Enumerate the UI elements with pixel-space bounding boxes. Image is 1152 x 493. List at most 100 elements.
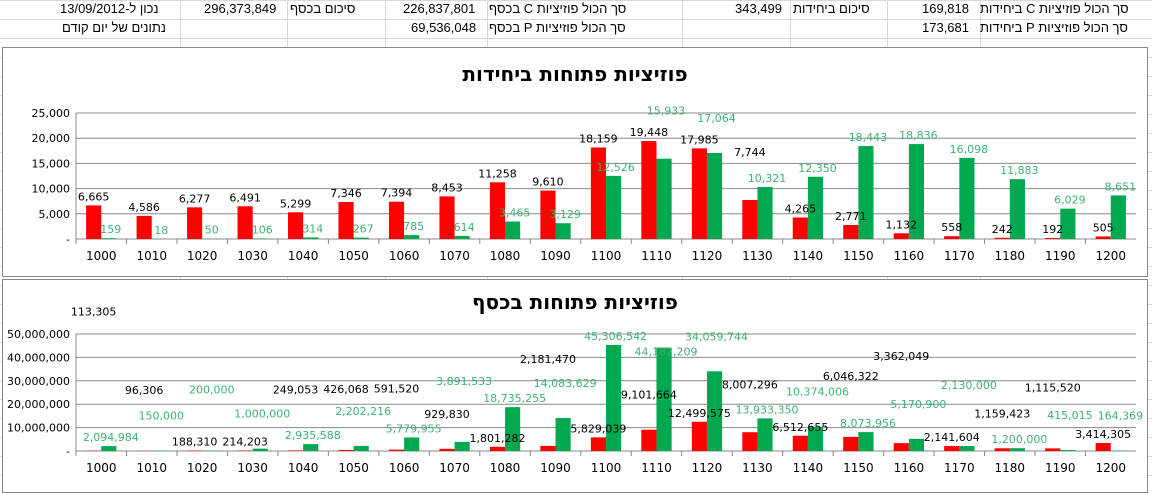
data-label-green: 106 (252, 223, 273, 236)
data-label-red: 2,141,604 (924, 431, 980, 444)
data-label-red: 8,007,296 (722, 378, 778, 391)
bar-red (86, 205, 101, 239)
data-label-red: 7,394 (381, 187, 413, 200)
bar-red (238, 206, 253, 239)
data-label-red: 3,414,305 (1075, 428, 1131, 441)
x-tick-label: 1040 (288, 461, 319, 475)
data-label-red: 96,306 (125, 384, 164, 397)
data-label-red: 7,346 (330, 187, 362, 200)
bar-green (455, 236, 470, 239)
data-label-green: 6,029 (1054, 194, 1086, 207)
x-tick-label: 1140 (793, 461, 824, 475)
units-total: 343,499 (735, 0, 782, 18)
x-tick-label: 1010 (136, 461, 167, 475)
x-tick-label: 1060 (389, 461, 420, 475)
x-tick-label: 1050 (338, 461, 369, 475)
bar-red (995, 448, 1010, 451)
data-label-green: 8,073,956 (840, 417, 896, 430)
x-tick-label: 1120 (692, 249, 723, 263)
data-label-red: 19,448 (630, 126, 669, 139)
bar-green (959, 446, 974, 451)
data-label-red: 1,801,282 (469, 432, 525, 445)
x-tick-label: 1180 (995, 249, 1026, 263)
data-label-red: 591,520 (374, 383, 420, 396)
data-label-red: 249,053 (273, 383, 319, 396)
bar-red (995, 238, 1010, 239)
data-label-red: 18,159 (579, 132, 618, 145)
x-tick-label: 1100 (591, 249, 622, 263)
bar-red (288, 212, 303, 239)
prev-day-label: נתונים של יום קודם (62, 19, 166, 37)
c-money: 226,837,801 (403, 0, 475, 18)
y-tick-label: 25,000 (32, 107, 71, 120)
bar-green (404, 235, 419, 239)
bar-green (354, 446, 369, 451)
x-tick-label: 1160 (894, 249, 925, 263)
money-chart-plot: -10,000,00020,000,00030,000,00040,000,00… (3, 280, 1147, 492)
money-total-label: סיכום בכסף (290, 0, 355, 18)
data-label-green: 314 (302, 222, 323, 235)
y-tick-label: 50,000,000 (7, 328, 70, 341)
x-tick-label: 1060 (389, 249, 420, 263)
bar-green (101, 446, 116, 451)
data-label-red: 214,203 (222, 435, 268, 448)
x-tick-label: 1000 (86, 249, 117, 263)
y-tick-label: 20,000,000 (7, 398, 70, 411)
bar-green (455, 442, 470, 451)
bar-red (843, 225, 858, 239)
x-tick-label: 1150 (843, 249, 874, 263)
data-label-red: 9,101,664 (621, 389, 677, 402)
data-label-red: 929,830 (424, 408, 470, 421)
bar-red (1096, 236, 1111, 239)
bar-green (858, 146, 873, 239)
x-tick-label: 1040 (288, 249, 319, 263)
data-label-red: 1,159,423 (974, 407, 1030, 420)
bar-green (606, 176, 621, 239)
data-label-green: 1,000,000 (234, 408, 290, 421)
x-tick-label: 1090 (540, 249, 571, 263)
data-label-red: 113,305 (71, 306, 117, 319)
data-label-red: 188,310 (172, 436, 218, 449)
bar-red (238, 450, 253, 451)
data-label-green: 3,891,533 (436, 375, 492, 388)
data-label-red: 4,265 (785, 203, 817, 216)
data-label-green: 18,443 (849, 131, 888, 144)
data-label-green: 10,374,006 (786, 386, 849, 399)
bar-red (641, 141, 656, 239)
bar-red (894, 443, 909, 451)
bar-red (944, 446, 959, 451)
data-label-red: 2,181,470 (520, 353, 576, 366)
y-tick-label: 5,000 (39, 208, 71, 221)
data-label-red: 11,258 (478, 167, 517, 180)
bar-red (692, 148, 707, 239)
x-tick-label: 1200 (1095, 461, 1126, 475)
bar-green (354, 238, 369, 239)
p-money-label: סך הכול פוזיציות P בכסף (489, 19, 626, 37)
data-label-green: 785 (403, 220, 424, 233)
x-tick-label: 1100 (591, 461, 622, 475)
bar-green (101, 238, 116, 239)
p-units-label: סך הכול פוזיציות P ביחידות (980, 19, 1128, 37)
bar-red (793, 436, 808, 451)
date-label: נכון ל-13/09/2012 (60, 0, 159, 18)
p-units: 173,681 (922, 19, 969, 37)
bar-red (641, 430, 656, 451)
data-label-green: 415,015 (1047, 409, 1093, 422)
bar-red (338, 202, 353, 239)
data-label-green: 150,000 (139, 410, 185, 423)
x-tick-label: 1020 (187, 461, 218, 475)
bar-green (303, 444, 318, 451)
data-label-green: 267 (353, 223, 374, 236)
data-label-green: 50 (205, 224, 219, 237)
data-label-green: 2,130,000 (941, 379, 997, 392)
bar-red (137, 216, 152, 239)
data-label-green: 18,836 (899, 129, 938, 142)
x-tick-label: 1020 (187, 249, 218, 263)
bar-red (591, 437, 606, 451)
bar-red (338, 450, 353, 451)
bar-red (793, 218, 808, 239)
x-tick-label: 1190 (1045, 249, 1076, 263)
